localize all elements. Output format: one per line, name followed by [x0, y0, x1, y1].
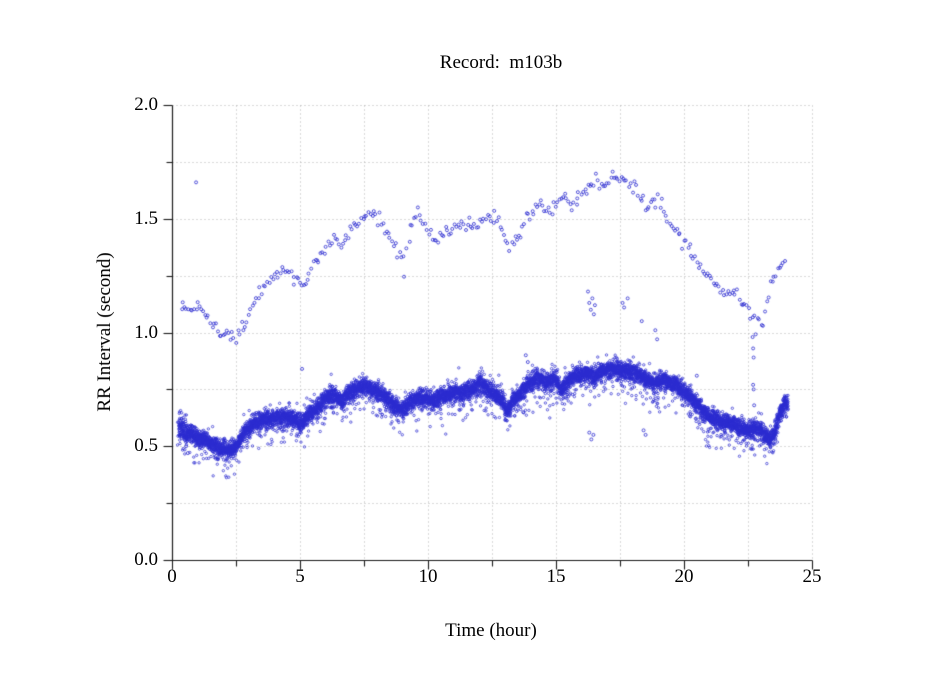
x-axis-title: Time (hour) — [445, 620, 537, 641]
chart-title: Record: m103b — [439, 52, 563, 73]
y-axis-title: RR Interval (second) — [94, 252, 115, 412]
